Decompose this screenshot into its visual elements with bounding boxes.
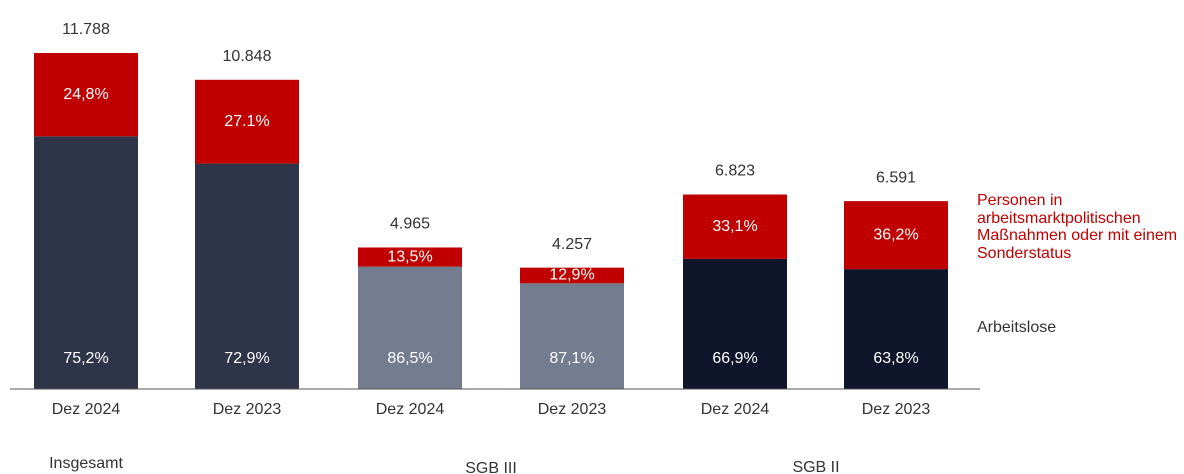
value-label: 24,8% [63, 86, 108, 103]
value-label: 87,1% [549, 350, 594, 367]
group-label: Insgesamt [49, 455, 123, 472]
total-label: 4.965 [390, 216, 430, 233]
x-tick-label: Dez 2024 [701, 401, 770, 418]
value-label: 27.1% [224, 113, 269, 130]
bar-segment [358, 266, 462, 389]
legend-entry: Arbeitslose [977, 319, 1057, 336]
total-label: 6.591 [876, 169, 916, 186]
bar-segment [195, 79, 299, 164]
total-label: 6.823 [715, 163, 755, 180]
group-label: SGB III [465, 460, 517, 474]
x-tick-label: Dez 2024 [52, 401, 121, 418]
value-label: 12,9% [549, 267, 594, 284]
bar-segment [844, 269, 948, 389]
bar-segment [683, 194, 787, 259]
bar-segment [34, 136, 138, 389]
value-label: 63,8% [873, 350, 918, 367]
bar-segment [683, 258, 787, 389]
value-label: 33,1% [712, 218, 757, 235]
total-label: 4.257 [552, 236, 592, 253]
total-label: 11.788 [62, 21, 110, 38]
value-label: 72,9% [224, 350, 269, 367]
value-label: 66,9% [712, 350, 757, 367]
bar-segment [195, 163, 299, 389]
value-label: 86,5% [387, 350, 432, 367]
bar-segment [34, 53, 138, 137]
total-label: 10.848 [223, 48, 272, 65]
value-label: 75,2% [63, 350, 108, 367]
x-tick-label: Dez 2023 [862, 401, 931, 418]
x-tick-label: Dez 2023 [538, 401, 607, 418]
bar-segment [520, 267, 624, 284]
legend-entry: Personen in arbeitsmarktpolitischen Maßn… [977, 192, 1178, 262]
group-label: SGB II [792, 459, 839, 474]
x-tick-label: Dez 2024 [376, 401, 445, 418]
bar-segment [520, 283, 624, 389]
bar-segment [844, 201, 948, 270]
value-label: 36,2% [873, 226, 918, 243]
x-tick-label: Dez 2023 [213, 401, 282, 418]
value-label: 13,5% [387, 248, 432, 265]
bar-segment [358, 247, 462, 267]
